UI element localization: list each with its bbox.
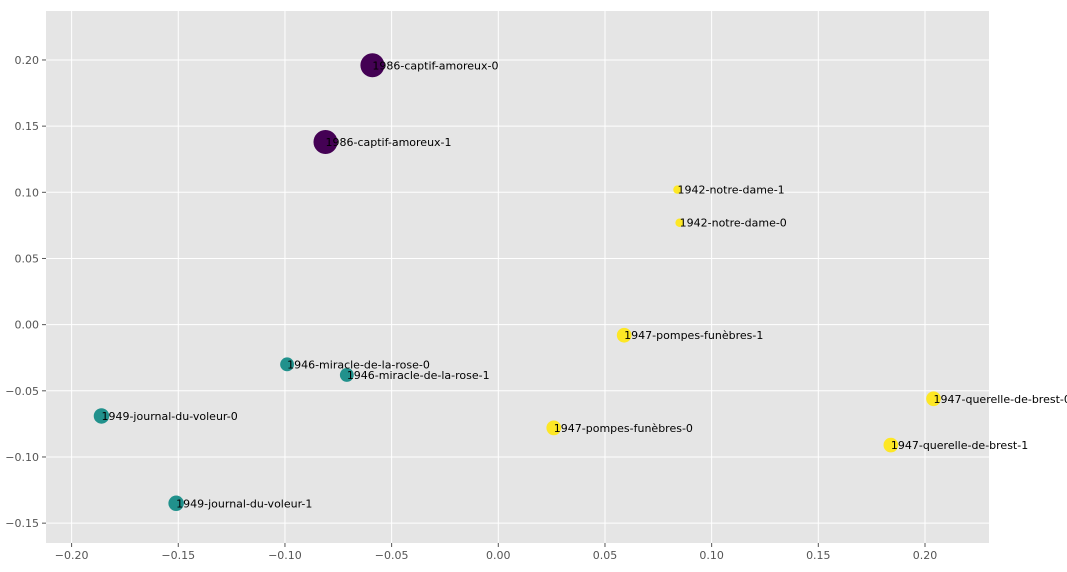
point-label: 1946-miracle-de-la-rose-1 [347, 369, 490, 382]
point-label: 1947-pompes-funèbres-0 [554, 422, 693, 435]
data-points [93, 53, 941, 512]
y-tick-label: 0.00 [15, 319, 40, 332]
y-tick-label: −0.05 [5, 385, 39, 398]
point-label: 1946-miracle-de-la-rose-0 [287, 358, 430, 371]
scatter-point [926, 391, 941, 407]
scatter-point [93, 408, 110, 424]
y-tick-label: −0.10 [5, 451, 39, 464]
x-tick-label: 0.05 [593, 549, 618, 562]
x-tick-label: −0.10 [268, 549, 302, 562]
point-label: 1949-journal-du-voleur-0 [101, 410, 237, 423]
y-tick-label: 0.10 [15, 186, 40, 199]
point-label: 1947-querelle-de-brest-1 [891, 439, 1028, 452]
point-label: 1947-querelle-de-brest-0 [934, 393, 1067, 406]
point-label: 1942-notre-dame-1 [678, 184, 785, 197]
scatter-point [313, 130, 338, 155]
scatter-point [673, 185, 682, 194]
scatter-point [168, 495, 184, 512]
x-tick-label: −0.05 [375, 549, 409, 562]
scatter-point [360, 53, 385, 78]
y-tick-label: 0.05 [15, 252, 40, 265]
x-tick-label: −0.20 [55, 549, 89, 562]
grid-lines [46, 11, 989, 543]
point-label: 1986-captif-amoreux-1 [325, 136, 451, 149]
scatter-point [675, 218, 684, 227]
x-tick-label: 0.20 [913, 549, 938, 562]
point-labels: 1986-captif-amoreux-0 1986-captif-amoreux… [101, 59, 1067, 510]
axis-ticks: −0.20 −0.15 −0.10 −0.05 0.00 0.05 0.10 0.15 0.20… [5, 54, 937, 562]
x-tick-label: 0.15 [806, 549, 831, 562]
scatter-point [546, 420, 562, 436]
point-label: 1986-captif-amoreux-0 [372, 59, 498, 72]
point-label: 1949-journal-du-voleur-1 [176, 497, 312, 510]
x-tick-label: 0.10 [699, 549, 724, 562]
point-label: 1942-notre-dame-0 [680, 217, 787, 230]
plot-background [46, 11, 989, 543]
scatter-point [339, 368, 354, 382]
y-tick-label: 0.15 [15, 120, 40, 133]
scatter-point [616, 327, 632, 343]
y-tick-label: −0.15 [5, 517, 39, 530]
scatter-point [883, 437, 899, 453]
y-tick-label: 0.20 [15, 54, 40, 67]
x-tick-label: −0.15 [161, 549, 195, 562]
point-label: 1947-pompes-funèbres-1 [624, 329, 763, 342]
scatter-point [280, 357, 295, 372]
x-tick-label: 0.00 [486, 549, 511, 562]
